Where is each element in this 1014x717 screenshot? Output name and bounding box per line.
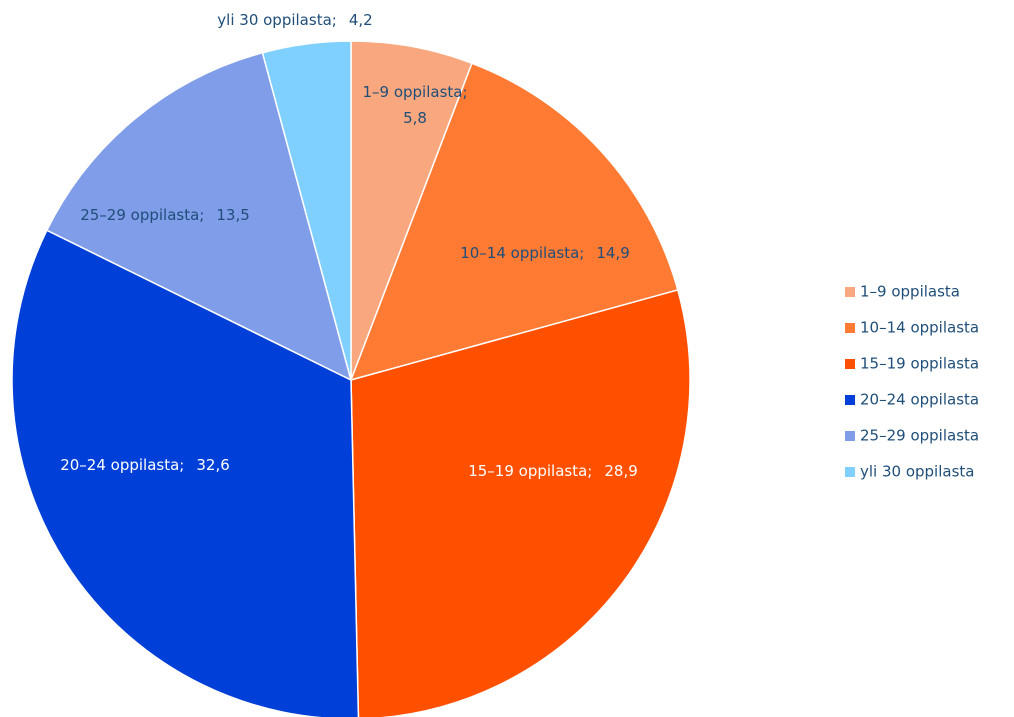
legend-swatch xyxy=(845,467,855,477)
legend-swatch xyxy=(845,287,855,297)
legend-swatch xyxy=(845,431,855,441)
label-value: 28,9 xyxy=(604,462,637,480)
pie-slice xyxy=(45,51,353,382)
label-category: 20–24 oppilasta xyxy=(60,456,179,474)
data-label: 15–19 oppilasta; 28,9 xyxy=(468,462,638,480)
legend-label: 10–14 oppilasta xyxy=(860,319,979,337)
label-category: yli 30 oppilasta xyxy=(217,11,331,29)
legend-label: 25–29 oppilasta xyxy=(860,427,979,445)
label-separator: ; xyxy=(179,456,184,474)
label-category: 15–19 oppilasta xyxy=(468,462,587,480)
legend-label: 1–9 oppilasta xyxy=(860,283,960,301)
legend-swatch xyxy=(845,359,855,369)
label-value: 4,2 xyxy=(349,11,373,29)
label-separator: ; xyxy=(462,83,467,101)
label-category: 25–29 oppilasta xyxy=(80,206,199,224)
data-label: 10–14 oppilasta; 14,9 xyxy=(460,244,630,262)
pie-slice xyxy=(11,229,360,717)
data-label: yli 30 oppilasta; 4,2 xyxy=(217,11,372,29)
data-label: 20–24 oppilasta; 32,6 xyxy=(60,456,230,474)
data-label: 25–29 oppilasta; 13,5 xyxy=(80,206,250,224)
label-value: 32,6 xyxy=(196,456,229,474)
label-category: 1–9 oppilasta xyxy=(362,83,462,101)
pie-slice xyxy=(350,289,691,717)
label-category: 10–14 oppilasta xyxy=(460,244,579,262)
label-separator: ; xyxy=(332,11,337,29)
legend-label: yli 30 oppilasta xyxy=(860,463,974,481)
legend-label: 20–24 oppilasta xyxy=(860,391,979,409)
label-separator: ; xyxy=(579,244,584,262)
label-separator: ; xyxy=(199,206,204,224)
label-value: 14,9 xyxy=(596,244,629,262)
pie-slice xyxy=(261,40,352,381)
label-separator: ; xyxy=(587,462,592,480)
legend-swatch xyxy=(845,395,855,405)
data-label: 1–9 oppilasta; 5,8 xyxy=(362,83,467,127)
pie-slice xyxy=(349,62,679,382)
pie-slice xyxy=(350,40,473,381)
label-value: 13,5 xyxy=(216,206,249,224)
legend-label: 15–19 oppilasta xyxy=(860,355,979,373)
label-value: 5,8 xyxy=(403,109,427,127)
legend-swatch xyxy=(845,323,855,333)
